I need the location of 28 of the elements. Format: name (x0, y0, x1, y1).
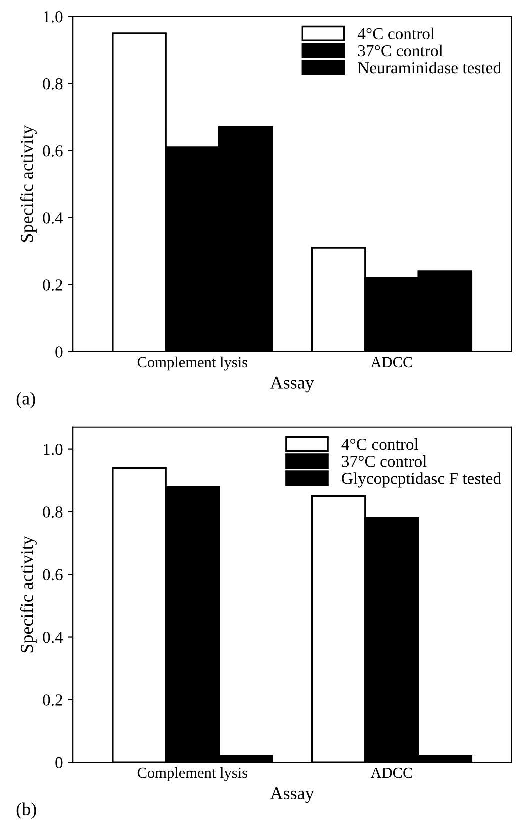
x-axis-title: Assay (270, 787, 314, 804)
y-tick-label: 0.6 (43, 146, 63, 157)
y-axis-title: Specific activity (20, 536, 37, 653)
y-tick-label: 0.4 (43, 212, 64, 224)
y-axis-title: Specific activity (20, 126, 37, 242)
y-tick-label: 1.0 (44, 11, 63, 23)
y-tick-label: 0.4 (43, 632, 64, 644)
legend-label: 37°C control (342, 456, 427, 468)
x-tick-label: Complement lysis (138, 767, 248, 782)
text: (a) (16, 392, 36, 409)
legend-label: Neuraminidase tested (358, 62, 502, 74)
y-tick-label: 0.8 (43, 506, 63, 518)
y-tick-label: 0 (56, 757, 63, 769)
legend-label: 4°C control (358, 28, 435, 40)
y-tick-label: 0.6 (43, 569, 63, 581)
y-tick-label: 0.2 (43, 280, 62, 291)
legend-label: Glycopcptidasc F tested (342, 472, 502, 488)
x-tick-label: Complement lysis (138, 356, 248, 371)
y-tick-label: 0 (56, 346, 63, 358)
y-tick-label: 1.0 (44, 444, 63, 456)
x-tick-label: ADCC (370, 357, 412, 368)
y-tick-label: 0.8 (43, 78, 63, 90)
x-axis-title: Assay (270, 376, 314, 393)
x-tick-label: ADCC (370, 768, 412, 778)
y-tick-label: 0.2 (43, 694, 62, 706)
legend-label: 4°C control (342, 438, 419, 450)
text: (b) (16, 802, 36, 820)
legend-label: 37°C control (358, 44, 444, 57)
